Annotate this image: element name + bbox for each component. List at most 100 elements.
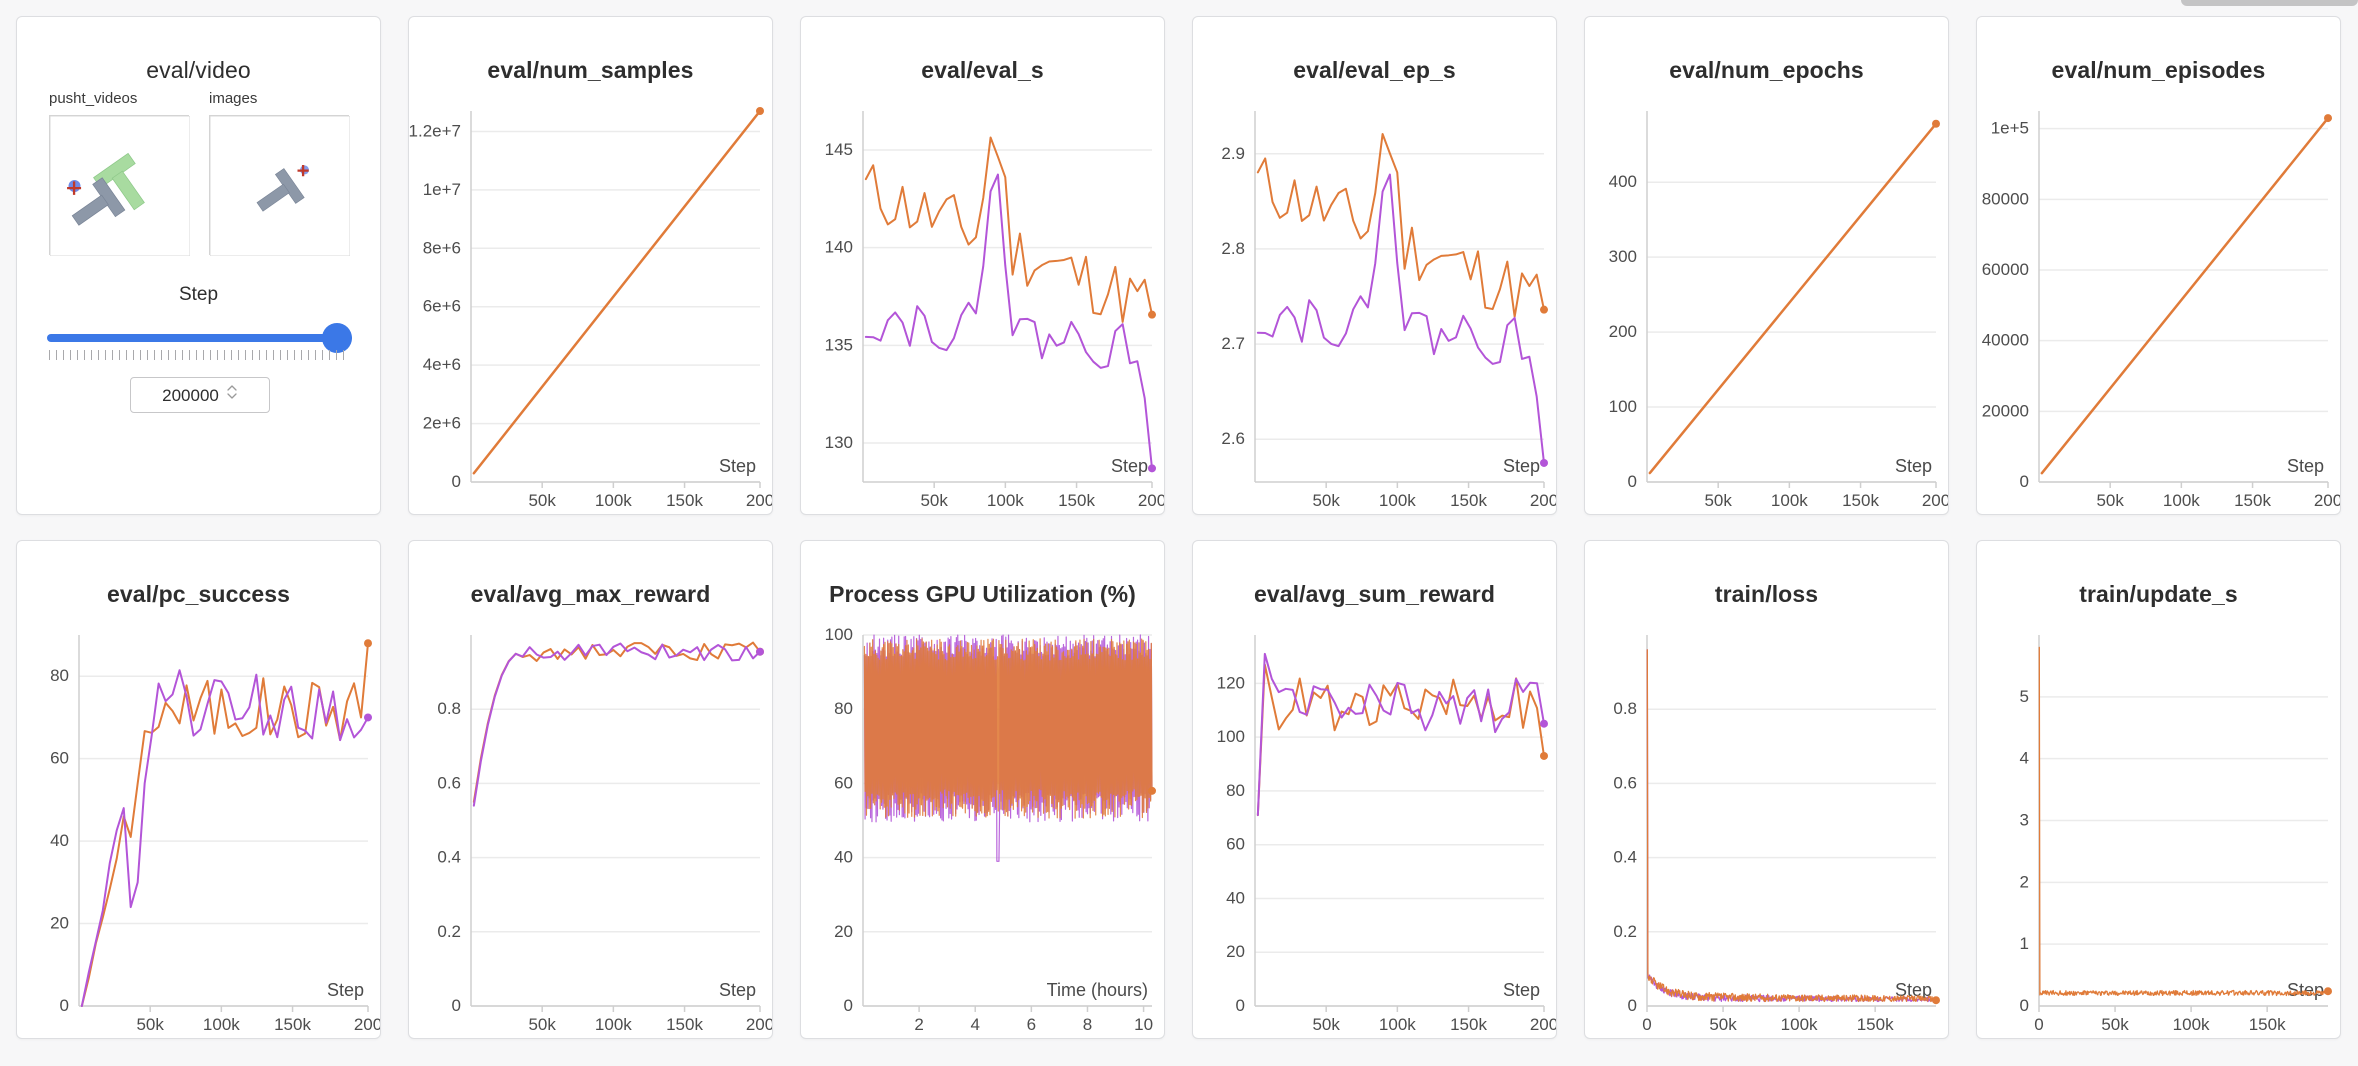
svg-text:1.2e+7: 1.2e+7 xyxy=(409,121,461,140)
svg-text:Step: Step xyxy=(2287,980,2324,1000)
svg-text:1e+5: 1e+5 xyxy=(1991,119,2029,138)
svg-text:150k: 150k xyxy=(1857,1015,1894,1034)
svg-text:50k: 50k xyxy=(136,1015,164,1034)
svg-text:50k: 50k xyxy=(1312,1015,1340,1034)
svg-text:80000: 80000 xyxy=(1982,189,2029,208)
svg-text:80: 80 xyxy=(50,666,69,685)
svg-text:50k: 50k xyxy=(920,491,948,510)
svg-text:100: 100 xyxy=(1609,397,1637,416)
svg-text:50k: 50k xyxy=(528,1015,556,1034)
svg-text:8: 8 xyxy=(1083,1015,1092,1034)
svg-text:4: 4 xyxy=(970,1015,979,1034)
svg-text:2: 2 xyxy=(2020,872,2029,891)
svg-text:2.8: 2.8 xyxy=(1221,239,1245,258)
svg-text:0: 0 xyxy=(844,996,853,1015)
svg-text:50k: 50k xyxy=(2096,491,2124,510)
svg-text:50k: 50k xyxy=(2101,1015,2129,1034)
svg-text:200: 200 xyxy=(1922,491,1949,510)
svg-text:150k: 150k xyxy=(1450,491,1487,510)
svg-text:2.7: 2.7 xyxy=(1221,334,1245,353)
svg-text:Step: Step xyxy=(719,456,756,476)
svg-text:1: 1 xyxy=(2020,934,2029,953)
svg-text:2.9: 2.9 xyxy=(1221,144,1245,163)
svg-text:200: 200 xyxy=(1530,491,1557,510)
svg-text:20000: 20000 xyxy=(1982,401,2029,420)
svg-text:200: 200 xyxy=(746,1015,773,1034)
svg-text:300: 300 xyxy=(1609,247,1637,266)
svg-text:Step: Step xyxy=(719,980,756,1000)
svg-text:150k: 150k xyxy=(2249,1015,2286,1034)
svg-text:145: 145 xyxy=(825,140,853,159)
svg-text:0.2: 0.2 xyxy=(437,922,461,941)
svg-text:Step: Step xyxy=(2287,456,2324,476)
svg-text:100k: 100k xyxy=(203,1015,240,1034)
svg-text:0: 0 xyxy=(1642,1015,1651,1034)
svg-text:0.6: 0.6 xyxy=(1613,773,1637,792)
svg-text:50k: 50k xyxy=(1312,491,1340,510)
svg-text:5: 5 xyxy=(2020,687,2029,706)
svg-text:20: 20 xyxy=(1226,942,1245,961)
svg-text:130: 130 xyxy=(825,433,853,452)
svg-text:0.6: 0.6 xyxy=(437,773,461,792)
svg-text:150k: 150k xyxy=(1842,491,1879,510)
svg-text:0.8: 0.8 xyxy=(1613,699,1637,718)
svg-text:0.2: 0.2 xyxy=(1613,922,1637,941)
svg-text:Step: Step xyxy=(327,980,364,1000)
svg-text:100k: 100k xyxy=(2173,1015,2210,1034)
svg-text:100k: 100k xyxy=(1781,1015,1818,1034)
svg-text:50k: 50k xyxy=(1709,1015,1737,1034)
svg-text:80: 80 xyxy=(1226,781,1245,800)
svg-text:150k: 150k xyxy=(2234,491,2271,510)
svg-text:40: 40 xyxy=(834,848,853,867)
svg-text:0: 0 xyxy=(1236,996,1245,1015)
svg-text:Time (hours): Time (hours) xyxy=(1047,980,1148,1000)
svg-text:2e+6: 2e+6 xyxy=(423,414,461,433)
svg-text:100: 100 xyxy=(1217,727,1245,746)
svg-text:150k: 150k xyxy=(1058,491,1095,510)
svg-text:200: 200 xyxy=(1609,322,1637,341)
svg-text:8e+6: 8e+6 xyxy=(423,238,461,257)
svg-text:60: 60 xyxy=(834,773,853,792)
svg-text:100k: 100k xyxy=(1771,491,1808,510)
svg-text:40: 40 xyxy=(1226,888,1245,907)
svg-text:100k: 100k xyxy=(595,491,632,510)
svg-text:100k: 100k xyxy=(1379,1015,1416,1034)
svg-text:2.6: 2.6 xyxy=(1221,429,1245,448)
svg-text:Step: Step xyxy=(1503,456,1540,476)
svg-text:150k: 150k xyxy=(666,1015,703,1034)
svg-text:6e+6: 6e+6 xyxy=(423,297,461,316)
svg-text:0.8: 0.8 xyxy=(437,699,461,718)
svg-text:20: 20 xyxy=(50,914,69,933)
svg-text:60000: 60000 xyxy=(1982,260,2029,279)
svg-text:0: 0 xyxy=(1628,996,1637,1015)
svg-text:0.4: 0.4 xyxy=(1613,848,1637,867)
svg-text:20: 20 xyxy=(834,922,853,941)
svg-text:Step: Step xyxy=(1895,456,1932,476)
svg-text:0: 0 xyxy=(2020,472,2029,491)
svg-text:2: 2 xyxy=(914,1015,923,1034)
svg-text:50k: 50k xyxy=(528,491,556,510)
svg-text:1e+7: 1e+7 xyxy=(423,180,461,199)
svg-text:0.4: 0.4 xyxy=(437,848,461,867)
svg-text:60: 60 xyxy=(50,749,69,768)
svg-text:400: 400 xyxy=(1609,172,1637,191)
svg-text:100k: 100k xyxy=(595,1015,632,1034)
svg-text:200: 200 xyxy=(354,1015,381,1034)
svg-text:100: 100 xyxy=(825,625,853,644)
svg-text:4: 4 xyxy=(2020,749,2029,768)
svg-text:150k: 150k xyxy=(1450,1015,1487,1034)
svg-text:80: 80 xyxy=(834,699,853,718)
svg-text:135: 135 xyxy=(825,335,853,354)
svg-text:140: 140 xyxy=(825,238,853,257)
svg-text:120: 120 xyxy=(1217,673,1245,692)
svg-text:200: 200 xyxy=(2314,491,2341,510)
svg-text:10: 10 xyxy=(1134,1015,1153,1034)
svg-text:4e+6: 4e+6 xyxy=(423,355,461,374)
svg-text:60: 60 xyxy=(1226,835,1245,854)
svg-text:150k: 150k xyxy=(274,1015,311,1034)
svg-text:200: 200 xyxy=(1138,491,1165,510)
svg-text:Step: Step xyxy=(1111,456,1148,476)
svg-text:200: 200 xyxy=(746,491,773,510)
svg-text:0: 0 xyxy=(2020,996,2029,1015)
svg-text:100k: 100k xyxy=(987,491,1024,510)
